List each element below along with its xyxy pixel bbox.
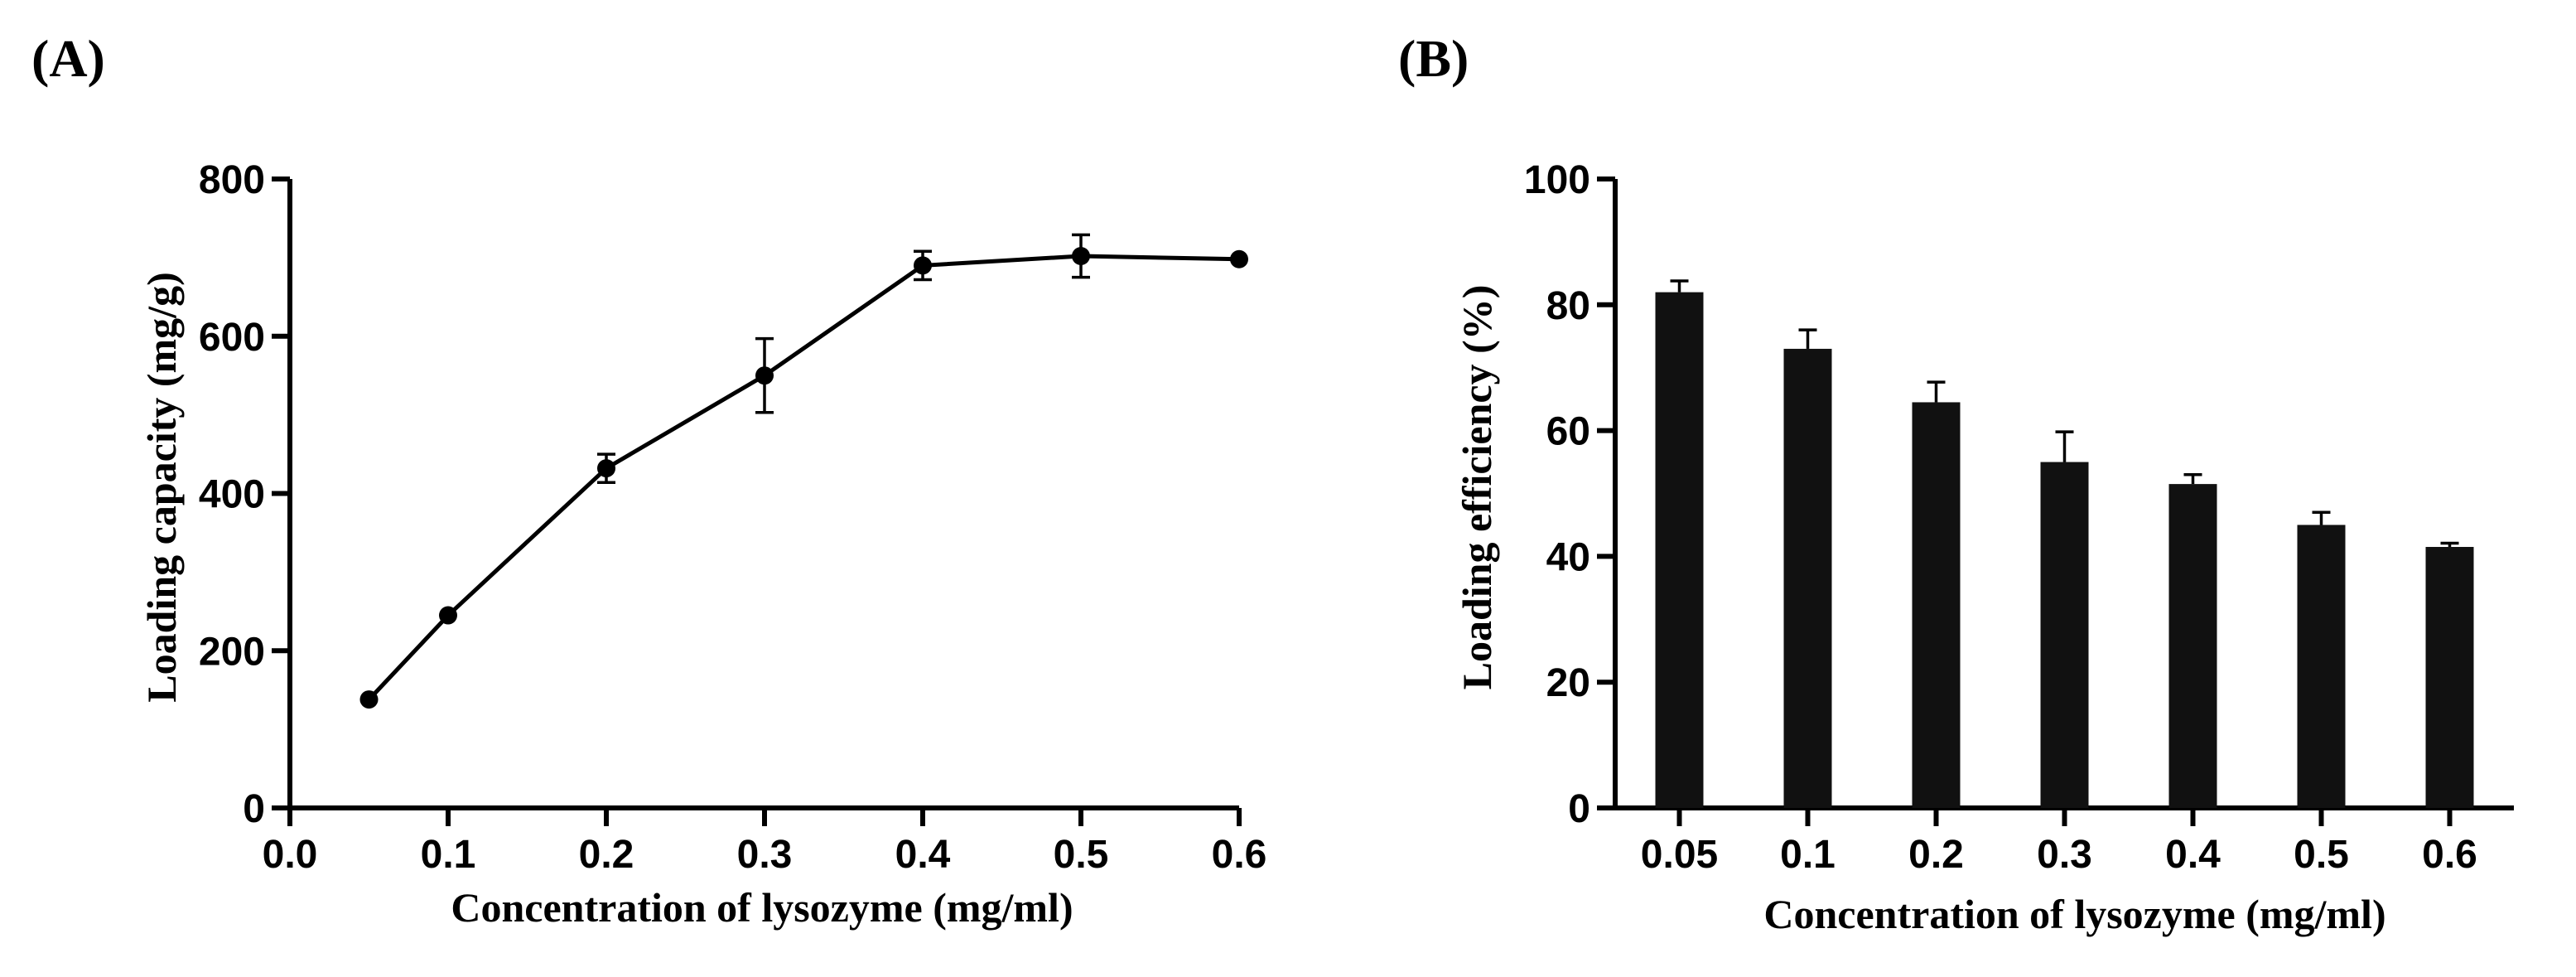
panel-a-y-tick-label: 600 — [199, 316, 265, 360]
panel-b-x-tick-label: 0.4 — [2165, 833, 2221, 877]
panel-b-x-tick-label: 0.2 — [1908, 833, 1964, 877]
panel-a-y-tick-label: 0 — [243, 787, 265, 831]
panel-a-x-tick-label: 0.2 — [579, 833, 634, 877]
panel-a-y-axis-title: Loading capacity (mg/g) — [138, 272, 185, 702]
panel-b-y-axis-title: Loading efficiency (%) — [1454, 285, 1500, 690]
panel-b-y-tick-label: 20 — [1546, 661, 1590, 705]
panel-b-bar — [1655, 292, 1704, 808]
panel-a-data-point — [1230, 249, 1248, 268]
panel-a-points — [359, 246, 1248, 709]
panel-a-y-tick-label: 800 — [199, 158, 265, 202]
panel-b-x-axis-title: Concentration of lysozyme (mg/ml) — [1763, 891, 2385, 937]
panel-b-y-tick-label: 0 — [1568, 787, 1590, 831]
panel-b-error-bars — [1670, 279, 2459, 548]
panel-a-label: (A) — [31, 29, 105, 88]
panel-a-x-tick-label: 0.1 — [421, 833, 476, 877]
panel-b-bar — [1912, 402, 1961, 808]
panel-b-bar — [1783, 348, 1832, 808]
panel-a-data-point — [359, 690, 379, 709]
panel-a-error-bars — [597, 233, 1090, 484]
panel-a-x-tick-label: 0.4 — [895, 833, 951, 877]
panel-b-bar — [2168, 484, 2217, 808]
panel-a-y-ticks: 0 200 400 600 800 — [199, 158, 290, 831]
panel-b-x-tick-label: 0.1 — [1780, 833, 1836, 877]
panel-b-y-ticks: 0 20 40 60 80 100 — [1524, 158, 1615, 831]
panel-b-x-tick-label: 0.5 — [2294, 833, 2349, 877]
panel-a-data-point — [439, 606, 457, 625]
panel-a-data-point — [755, 366, 774, 385]
panel-b-bar — [2425, 547, 2474, 808]
panel-a-y-tick-label: 200 — [199, 630, 265, 674]
panel-b-x-tick-label: 0.3 — [2037, 833, 2092, 877]
panel-b-x-tick-label: 0.05 — [1641, 833, 1718, 877]
panel-b-x-ticks: 0.05 0.1 0.2 0.3 0.4 0.5 0.6 — [1641, 808, 2477, 877]
panel-a-y-tick-label: 400 — [199, 473, 265, 517]
panel-b-bar — [2040, 462, 2089, 808]
panel-b-y-tick-label: 100 — [1524, 158, 1590, 202]
panel-b-y-tick-label: 40 — [1546, 535, 1590, 579]
panel-b-y-tick-label: 60 — [1546, 410, 1590, 454]
panel-a-series-line — [367, 254, 1240, 701]
panel-a-data-point — [597, 459, 615, 478]
panel-b-label: (B) — [1398, 29, 1469, 88]
panel-a-x-tick-label: 0.3 — [737, 833, 793, 877]
panel-a-x-tick-label: 0.6 — [1212, 833, 1267, 877]
panel-a-data-point — [914, 256, 932, 275]
panel-b-x-tick-label: 0.6 — [2422, 833, 2477, 877]
panel-a-x-tick-label: 0.0 — [263, 833, 318, 877]
panel-a-x-tick-label: 0.5 — [1054, 833, 1109, 877]
panel-a-axes — [287, 179, 1239, 810]
panel-a-x-ticks: 0.0 0.1 0.2 0.3 0.4 0.5 0.6 — [263, 808, 1267, 877]
panel-b-y-tick-label: 80 — [1546, 284, 1590, 328]
panel-a-data-point — [1072, 246, 1090, 265]
panel-b-bar — [2297, 525, 2346, 808]
panel-b-bars — [1655, 292, 2474, 808]
panel-a-x-axis-title: Concentration of lysozyme (mg/ml) — [451, 884, 1073, 931]
